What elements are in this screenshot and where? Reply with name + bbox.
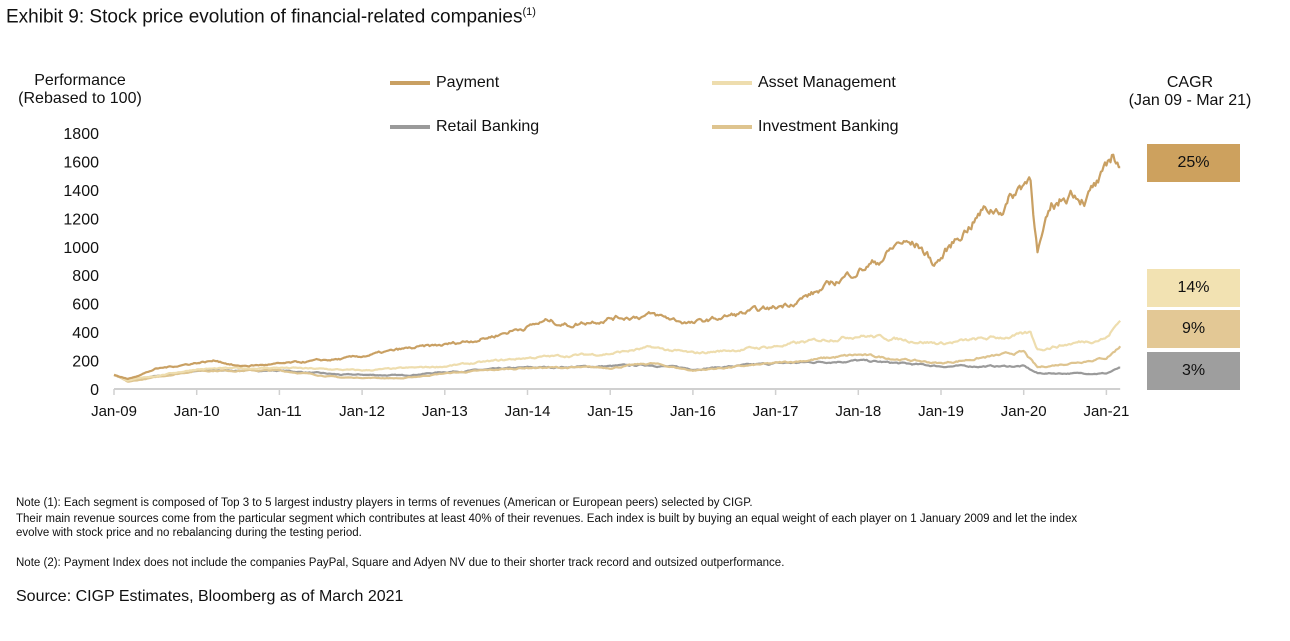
y-tick-label: 0 [90,382,99,399]
x-tick-label: Jan-09 [91,403,137,420]
x-tick-label: Jan-14 [505,403,551,420]
series-line-payment [113,153,1121,381]
x-tick-label: Jan-17 [753,403,799,420]
title-text: Exhibit 9: Stock price evolution of fina… [6,6,523,28]
note-1-line-3: evolve with stock price and no rebalanci… [16,527,362,539]
cagr-header-line2: (Jan 09 - Mar 21) [1128,92,1252,109]
legend-retail-banking: Retail Banking [436,118,540,135]
cagr-box-payment: 25% [1147,144,1240,182]
y-axis-label: Performance (Rebased to 100) [10,72,150,108]
x-tick-label: Jan-10 [174,403,220,420]
x-tick-label: Jan-18 [835,403,881,420]
y-tick-label: 400 [72,325,99,342]
x-tick-label: Jan-20 [1001,403,1047,420]
series-line-investment-banking [113,345,1122,383]
x-tick-label: Jan-19 [918,403,964,420]
cagr-box-investment-banking: 9% [1147,310,1240,348]
cagr-box-asset-management: 14% [1147,269,1240,307]
cagr-header: CAGR (Jan 09 - Mar 21) [1110,74,1270,110]
cagr-box-retail-banking: 3% [1147,352,1240,390]
legend-swatch-retail-banking [390,125,430,129]
legend-swatch-asset-management [712,81,752,85]
legend-swatch-investment-banking [712,125,752,129]
x-tick-label: Jan-13 [422,403,468,420]
note-1-line-2: Their main revenue sources come from the… [16,513,1078,525]
y-tick-label: 1800 [63,126,99,143]
legend-asset-management: Asset Management [758,74,896,91]
legend-investment-banking: Investment Banking [758,118,899,135]
y-tick-label: 1600 [63,154,99,171]
x-tick-label: Jan-21 [1083,403,1129,420]
x-tick-label: Jan-12 [339,403,385,420]
legend-payment: Payment [436,74,500,91]
y-axis-label-line2: (Rebased to 100) [18,90,142,107]
y-tick-label: 800 [72,268,99,285]
series-line-asset-management [113,319,1122,382]
title-footnote: (1) [522,6,536,18]
line-chart: 0 200 400 600 800 1000 1200 1400 1600 1800 Jan-09 J… [63,126,1129,420]
cagr-header-line1: CAGR [1166,74,1214,91]
legend-swatch-payment [390,81,430,85]
y-tick-label: 1400 [63,183,99,200]
note-2: Note (2): Payment Index does not include… [16,557,785,569]
x-tick-label: Jan-11 [257,403,302,420]
chart-title: Exhibit 9: Stock price evolution of fina… [6,6,536,28]
y-tick-label: 200 [72,354,99,371]
note-1-line-1: Note (1): Each segment is composed of To… [16,497,753,509]
y-tick-label: 1200 [63,211,99,228]
x-tick-label: Jan-15 [587,403,633,420]
x-tick-label: Jan-16 [670,403,716,420]
y-axis-label-line1: Performance [34,72,126,89]
y-tick-label: 600 [72,297,99,314]
source: Source: CIGP Estimates, Bloomberg as of … [16,588,404,605]
y-tick-label: 1000 [63,240,99,257]
